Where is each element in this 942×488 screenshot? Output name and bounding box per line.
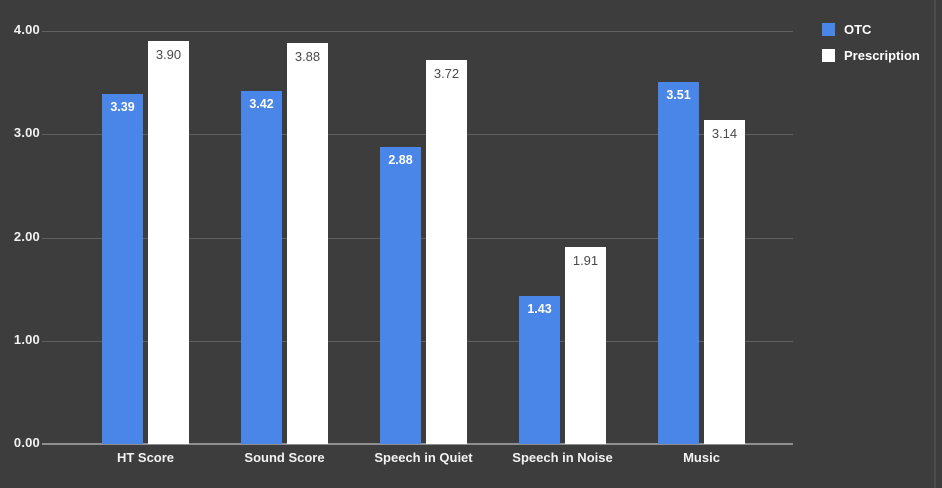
- x-category-label: Music: [683, 450, 720, 465]
- bar-otc[interactable]: 3.51: [658, 81, 699, 444]
- x-category-label: HT Score: [116, 450, 175, 465]
- bar-prescription[interactable]: 3.88: [287, 43, 328, 444]
- bar-value-label: 3.42: [249, 96, 274, 111]
- bar-prescription[interactable]: 1.91: [565, 246, 606, 444]
- bar-value-label: 1.43: [527, 302, 552, 317]
- bar-group: 2.88 3.72: [354, 31, 493, 444]
- legend-label: Prescription: [844, 48, 920, 63]
- bar-group: 1.43 1.91: [493, 31, 632, 444]
- y-tick-label: 3.00: [13, 125, 40, 141]
- bar-groups: 3.39 3.90 3.42 3.88 2.88 3.72 1.43 1.91 3.51 3.14: [76, 31, 771, 444]
- bar-otc[interactable]: 3.39: [102, 93, 143, 444]
- y-tick-label: 2.00: [13, 228, 40, 244]
- legend-swatch-icon: [822, 49, 835, 62]
- legend: OTC Prescription: [822, 22, 920, 63]
- y-tick-label: 4.00: [13, 22, 40, 37]
- bar-group: 3.42 3.88: [215, 31, 354, 444]
- bar-group: 3.51 3.14: [632, 31, 771, 444]
- x-axis: HT Score Sound Score Speech in Quiet Speech…: [76, 450, 771, 468]
- bar-value-label: 2.88: [388, 152, 413, 167]
- legend-swatch-icon: [822, 23, 835, 36]
- bar-value-label: 3.72: [433, 65, 460, 81]
- bar-value-label: 3.14: [711, 125, 738, 141]
- bar-otc[interactable]: 3.42: [241, 90, 282, 444]
- window-edge-divider: [934, 0, 936, 488]
- x-axis-baseline: [42, 443, 793, 445]
- bar-prescription[interactable]: 3.72: [426, 59, 467, 444]
- bar-value-label: 3.39: [110, 99, 135, 114]
- bar-value-label: 1.91: [572, 252, 599, 268]
- bar-prescription[interactable]: 3.90: [148, 41, 189, 444]
- y-tick-label: 0.00: [13, 435, 40, 450]
- legend-label: OTC: [844, 22, 872, 37]
- x-category-label: Speech in Quiet: [374, 450, 473, 465]
- bar-group: 3.39 3.90: [76, 31, 215, 444]
- legend-item-prescription[interactable]: Prescription: [822, 48, 920, 63]
- bar-value-label: 3.88: [294, 49, 321, 65]
- plot-area: 3.39 3.90 3.42 3.88 2.88 3.72 1.43 1.91 3.51 3.14: [42, 31, 793, 445]
- x-category-label: Sound Score: [244, 450, 325, 465]
- gridline: [42, 134, 793, 136]
- bar-otc[interactable]: 1.43: [519, 296, 560, 444]
- bar-otc[interactable]: 2.88: [380, 146, 421, 444]
- y-tick-label: 1.00: [13, 331, 40, 347]
- x-category-label: Speech in Noise: [512, 450, 613, 465]
- legend-item-otc[interactable]: OTC: [822, 22, 920, 37]
- bar-value-label: 3.90: [155, 47, 182, 63]
- gridline: [42, 31, 793, 32]
- bar-value-label: 3.51: [666, 87, 691, 102]
- bar-prescription[interactable]: 3.14: [704, 119, 745, 444]
